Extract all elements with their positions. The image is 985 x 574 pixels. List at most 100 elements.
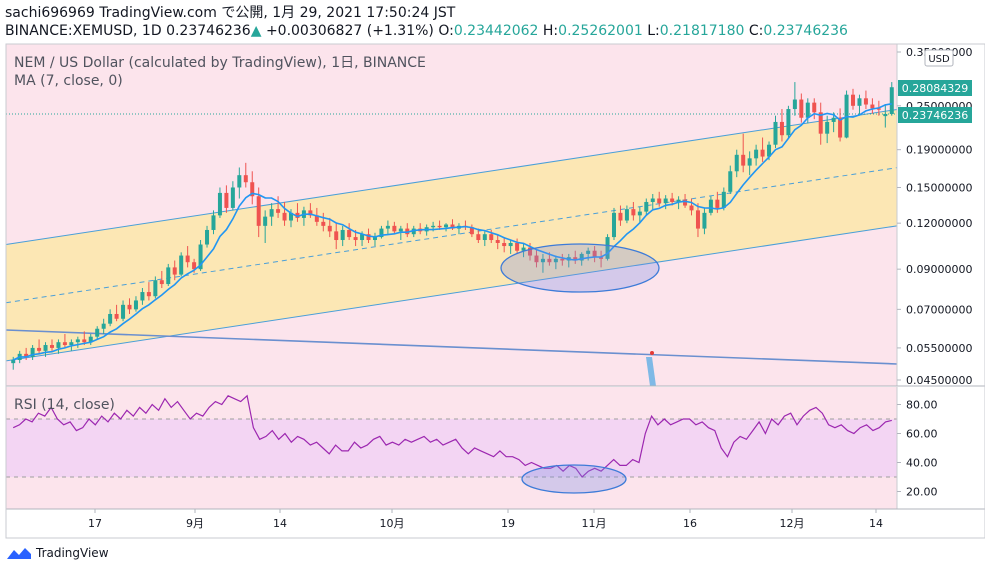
candle-body xyxy=(534,255,539,263)
currency-badge: USD xyxy=(924,49,954,67)
symbol-label[interactable]: BINANCE:XEMUSD, 1D xyxy=(5,23,162,39)
candle-body xyxy=(269,209,274,217)
channel-upper-line[interactable] xyxy=(5,108,898,246)
time-tick-label: 10月 xyxy=(380,517,405,530)
time-tick-label: 11月 xyxy=(582,517,607,530)
time-tick-label: 14 xyxy=(273,517,287,530)
candle-body xyxy=(818,112,823,134)
time-tick-label: 14 xyxy=(869,517,883,530)
candle-body xyxy=(295,212,300,218)
candle-body xyxy=(812,102,817,113)
candle-body xyxy=(30,347,35,357)
candle-body xyxy=(372,237,377,241)
price-badge-ma-text: 0.28084329 xyxy=(902,82,968,95)
time-tick-label: 17 xyxy=(88,517,102,530)
candle-body xyxy=(256,196,261,226)
candle-body xyxy=(540,258,545,263)
candle-body xyxy=(353,237,358,241)
candle-body xyxy=(56,342,61,348)
candle-body xyxy=(88,336,93,343)
candle-body xyxy=(398,228,403,232)
candle-body xyxy=(618,212,623,221)
candle-body xyxy=(599,257,604,259)
candle-body xyxy=(289,212,294,221)
candle-body xyxy=(592,250,597,258)
candle-body xyxy=(282,212,287,221)
candle-body xyxy=(308,210,313,216)
candle-body xyxy=(69,342,74,346)
candle-body xyxy=(347,229,352,238)
highlight-ellipse-rsi[interactable] xyxy=(521,464,627,494)
candle-body xyxy=(75,339,80,343)
candle-body xyxy=(579,253,584,261)
candle-body xyxy=(489,234,494,241)
highlight-ellipse-main[interactable] xyxy=(500,243,660,293)
candle-body xyxy=(799,99,804,118)
candle-body xyxy=(82,339,87,343)
candle-body xyxy=(43,345,48,351)
candle-body xyxy=(49,345,54,348)
candle-body xyxy=(482,234,487,241)
horizontal-trend-line[interactable] xyxy=(5,329,898,365)
candle-body xyxy=(689,205,694,211)
candle-body xyxy=(133,300,138,310)
candle-body xyxy=(721,191,726,208)
candle-body xyxy=(611,212,616,238)
high-label: H: xyxy=(542,23,559,39)
price-badge-ma: 0.28084329 xyxy=(898,80,972,96)
candle-body xyxy=(392,225,397,232)
time-axis[interactable] xyxy=(6,510,897,538)
candle-body xyxy=(767,144,772,157)
candle-body xyxy=(495,240,500,244)
marker-dot xyxy=(650,351,654,355)
ohlc-legend: BINANCE:XEMUSD, 1D 0.23746236▲ +0.003068… xyxy=(5,23,848,40)
candle-body xyxy=(205,229,210,245)
candle-body xyxy=(631,209,636,216)
candle-body xyxy=(340,229,345,241)
candle-body xyxy=(573,257,578,261)
channel-lower-line[interactable] xyxy=(5,225,898,362)
close-value: 0.23746236 xyxy=(763,23,848,39)
rsi-legend: RSI (14, close) xyxy=(14,397,115,413)
candle-body xyxy=(217,192,222,216)
candle-body xyxy=(121,304,126,319)
candle-body xyxy=(502,243,507,247)
candle-body xyxy=(560,258,565,261)
candle-body xyxy=(185,255,190,263)
candle-body xyxy=(515,243,520,251)
candle-body xyxy=(62,342,67,346)
candle-body xyxy=(172,267,177,275)
candle-body xyxy=(637,211,642,216)
candle-body xyxy=(870,104,875,109)
footer-brand-label: TradingView xyxy=(36,546,109,560)
candle-body xyxy=(586,250,591,254)
price-badge-last-text: 0.23746236 xyxy=(902,109,968,122)
channel-mid-line[interactable] xyxy=(5,167,898,304)
candle-body xyxy=(857,98,862,106)
candle-body xyxy=(508,243,513,247)
candle-body xyxy=(250,182,255,197)
candle-body xyxy=(715,199,720,208)
candle-body xyxy=(528,247,533,256)
footer-brand[interactable]: TradingView xyxy=(6,546,109,560)
candle-body xyxy=(101,323,106,329)
candle-body xyxy=(431,225,436,228)
candle-body xyxy=(831,117,836,122)
candle-body xyxy=(237,175,242,188)
candle-body xyxy=(146,292,151,297)
candle-body xyxy=(230,187,235,208)
price-tick-label: 0.07000000 xyxy=(906,303,972,316)
candle-body xyxy=(444,224,449,228)
candle-body xyxy=(663,198,668,204)
candle-body xyxy=(889,87,894,115)
candle-body xyxy=(385,225,390,229)
candle-body xyxy=(851,94,856,106)
candle-body xyxy=(760,149,765,157)
price-axis[interactable] xyxy=(897,44,985,386)
candle-body xyxy=(773,121,778,145)
candle-body xyxy=(779,121,784,136)
candle-body xyxy=(24,353,29,357)
rsi-axis[interactable] xyxy=(897,387,985,509)
candle-body xyxy=(140,292,145,301)
